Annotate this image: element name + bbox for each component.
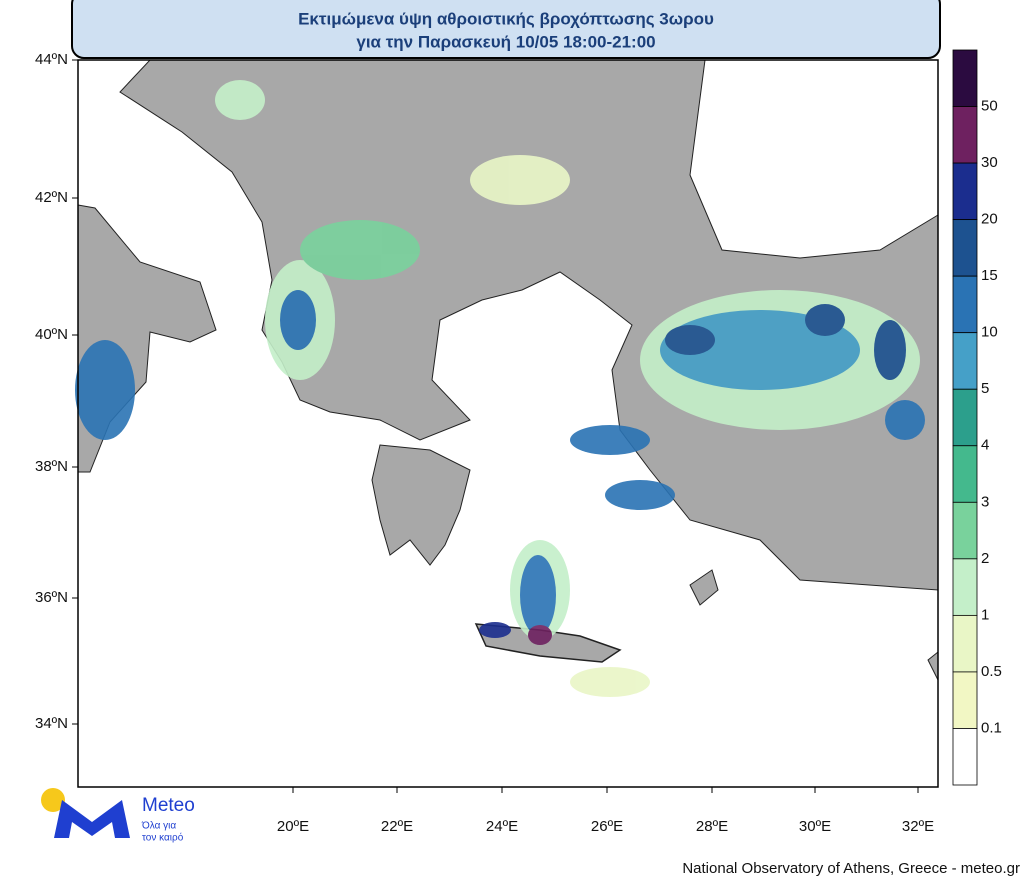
legend-swatch	[952, 671, 978, 729]
lat-label: 44ºN	[35, 51, 68, 68]
lat-label: 34ºN	[35, 715, 68, 732]
legend-label: 0.5	[981, 663, 1002, 680]
peloponnese	[371, 444, 471, 566]
lat-label: 42ºN	[35, 189, 68, 206]
logo-tagline: Όλα για	[141, 821, 176, 832]
legend-swatch	[952, 49, 978, 107]
legend-label: 30	[981, 154, 998, 171]
map-frame	[77, 59, 939, 788]
lon-label: 24ºE	[486, 818, 518, 835]
lon-label: 30ºE	[799, 818, 831, 835]
lon-label: 26ºE	[591, 818, 623, 835]
lat-label: 38ºN	[35, 458, 68, 475]
title-line: για την Παρασκευή 10/05 18:00-21:00	[356, 32, 655, 51]
legend-label: 4	[981, 437, 989, 454]
title-background	[71, 0, 941, 59]
legend-swatch	[952, 501, 978, 560]
logo-sun	[41, 788, 65, 812]
legend-swatch	[952, 219, 978, 277]
legend-label: 10	[981, 324, 998, 341]
legend-swatch	[952, 614, 978, 673]
precipitation	[75, 80, 925, 697]
legend-swatch	[952, 728, 978, 786]
black-sea	[689, 59, 939, 259]
legend-label: 3	[981, 493, 989, 510]
footer: National Observatory of Athens, Greece -…	[682, 860, 1020, 877]
legend-label: 50	[981, 98, 998, 115]
lat-label: 40ºN	[35, 326, 68, 343]
legend-swatch	[952, 275, 978, 334]
legend-swatch	[952, 106, 978, 164]
rhodes	[689, 569, 719, 606]
lat-label: 36ºN	[35, 589, 68, 606]
legend-swatch	[952, 558, 978, 616]
legend-swatch	[952, 162, 978, 221]
logo-name: Meteo	[142, 795, 195, 816]
title-box: Εκτιμώμενα ύψη αθροιστικής βροχόπτωσης 3…	[71, 0, 941, 59]
legend-label: 20	[981, 211, 998, 228]
logo-tagline: τον καιρό	[142, 832, 184, 844]
legend-label: 5	[981, 380, 989, 397]
legend: 50 30 20 15 10 5 4 3 2 1 0.5 0.1	[952, 49, 1002, 786]
legend-label: 15	[981, 267, 998, 284]
legend-label: 2	[981, 550, 989, 567]
axes: 44ºN 42ºN 40ºN 38ºN 36ºN 34ºN 20ºE 22ºE 24ºE 26ºE…	[35, 51, 934, 835]
lon-label: 22ºE	[381, 818, 413, 835]
logo: Meteo Όλα για τον καιρό	[41, 788, 195, 844]
title-line: Εκτιμώμενα ύψη αθροιστικής βροχόπτωσης 3…	[298, 9, 714, 28]
lon-label: 20ºE	[277, 818, 309, 835]
legend-swatch	[952, 388, 978, 447]
legend-label: 1	[981, 606, 989, 623]
lon-label: 32ºE	[902, 818, 934, 835]
legend-swatch	[952, 332, 978, 390]
map	[75, 59, 939, 788]
legend-label: 0.1	[981, 719, 1002, 736]
legend-swatch	[952, 445, 978, 503]
logo-mark	[54, 800, 130, 838]
lon-label: 28ºE	[696, 818, 728, 835]
